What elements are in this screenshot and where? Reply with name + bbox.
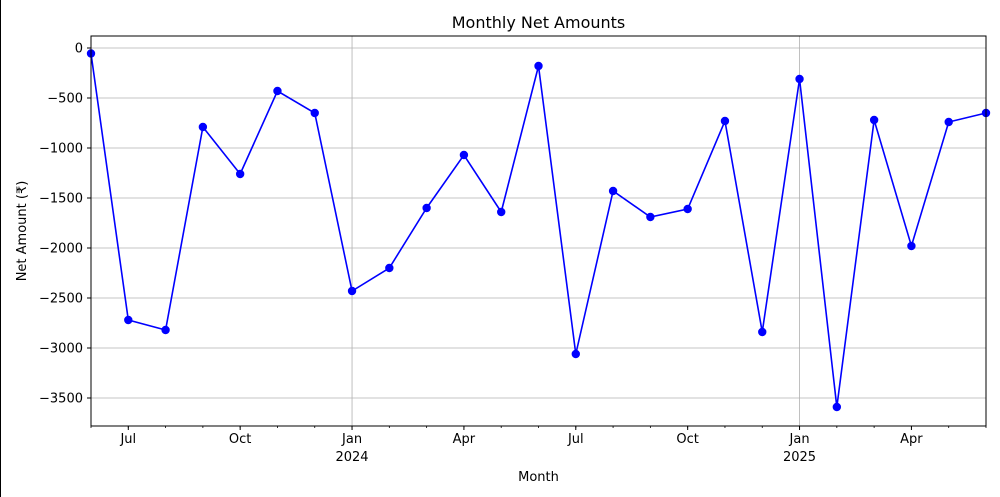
data-point [646, 212, 655, 222]
data-point [608, 186, 618, 196]
data-point [235, 169, 245, 179]
data-point [534, 61, 543, 71]
data-point [385, 263, 394, 273]
y-tick-label: −3500 [39, 392, 83, 407]
series-line [90, 53, 987, 408]
x-tick-year-label: 2025 [783, 450, 816, 465]
x-axis-label: Month [518, 470, 559, 485]
x-tick-year-label: 2024 [335, 450, 368, 465]
y-tick-label: −3000 [39, 342, 83, 357]
y-tick-label: 0 [75, 42, 83, 57]
grid-lines [91, 36, 986, 426]
data-point [124, 315, 133, 325]
data-point [571, 349, 580, 359]
data-point [310, 108, 319, 118]
y-tick-label: −1500 [39, 192, 83, 207]
x-tick-label: Jul [567, 432, 584, 447]
data-point [422, 203, 431, 213]
data-point [907, 241, 916, 251]
x-tick-label: Oct [229, 432, 251, 447]
x-tick-label: Apr [900, 432, 923, 447]
x-tick-label: Jul [119, 432, 136, 447]
data-point [683, 204, 692, 214]
data-point [497, 207, 506, 217]
y-axis-label: Net Amount (₹) [15, 181, 30, 282]
y-axis-ticks: 0 −500 −1000 −1500 −2000 −2500 −3000 −3500 [39, 42, 91, 407]
data-point [161, 325, 170, 335]
data-point [720, 116, 730, 126]
x-tick-label: Jan [341, 432, 362, 447]
chart-title: Monthly Net Amounts [452, 13, 626, 32]
data-point [832, 402, 842, 412]
data-point [758, 327, 767, 337]
data-point [273, 86, 282, 96]
data-point [198, 122, 208, 132]
y-tick-label: −1000 [39, 142, 83, 157]
data-point [795, 74, 804, 84]
x-axis-ticks: Jul Oct Jan 2024 Apr Jul Oct Jan 2025 Apr [90, 426, 987, 465]
x-tick-label: Oct [676, 432, 698, 447]
data-point [869, 115, 879, 125]
data-point [459, 150, 469, 160]
window-edge [0, 0, 1, 497]
y-tick-label: −2500 [39, 292, 83, 307]
plot-frame [90, 35, 987, 427]
data-point [347, 286, 357, 296]
x-tick-label: Apr [453, 432, 476, 447]
y-tick-label: −2000 [39, 242, 83, 257]
data-series [86, 49, 991, 412]
x-tick-label: Jan [789, 432, 810, 447]
data-point [944, 117, 953, 127]
y-tick-label: −500 [47, 92, 83, 107]
